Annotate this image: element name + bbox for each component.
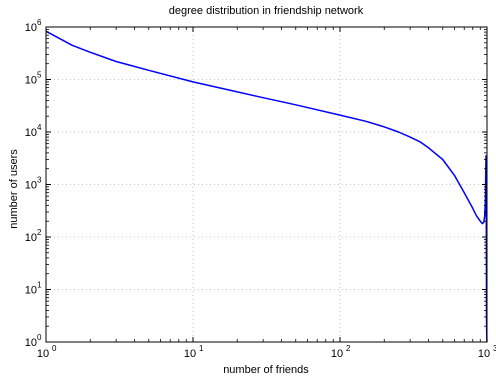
y-tick-label-exponent: 6 [37,18,42,27]
y-tick-label-exponent: 2 [37,228,42,237]
x-tick-label: 10 [478,348,490,360]
y-axis-title: number of users [8,149,20,229]
y-tick-label-exponent: 1 [37,281,42,290]
y-tick-label: 10 [25,22,37,34]
y-tick-label-exponent: 5 [37,71,42,80]
y-tick-label: 10 [25,232,37,244]
x-tick-label-exponent: 2 [346,344,351,353]
y-tick-label: 10 [25,285,37,297]
y-tick-label-exponent: 4 [37,123,42,132]
x-tick-label-exponent: 1 [199,344,204,353]
x-tick-label: 10 [331,348,343,360]
axis-ticks: 10 0 10 1 10 2 10 310 010 110 210 310 410 510 6 [25,18,496,360]
y-tick-label: 10 [25,337,37,349]
y-tick-label-exponent: 3 [37,176,42,185]
series-line [45,30,488,343]
grid [46,27,487,342]
x-tick-label: 10 [184,348,196,360]
y-tick-label: 10 [25,75,37,87]
chart-title: degree distribution in friendship networ… [169,5,364,17]
y-tick-label: 10 [25,180,37,192]
x-tick-label: 10 [37,348,49,360]
x-tick-label-exponent: 0 [52,344,57,353]
x-axis-title: number of friends [223,364,309,376]
series-layer [45,30,488,343]
y-tick-label-exponent: 0 [37,333,42,342]
x-tick-label-exponent: 3 [493,344,496,353]
y-tick-label: 10 [25,127,37,139]
